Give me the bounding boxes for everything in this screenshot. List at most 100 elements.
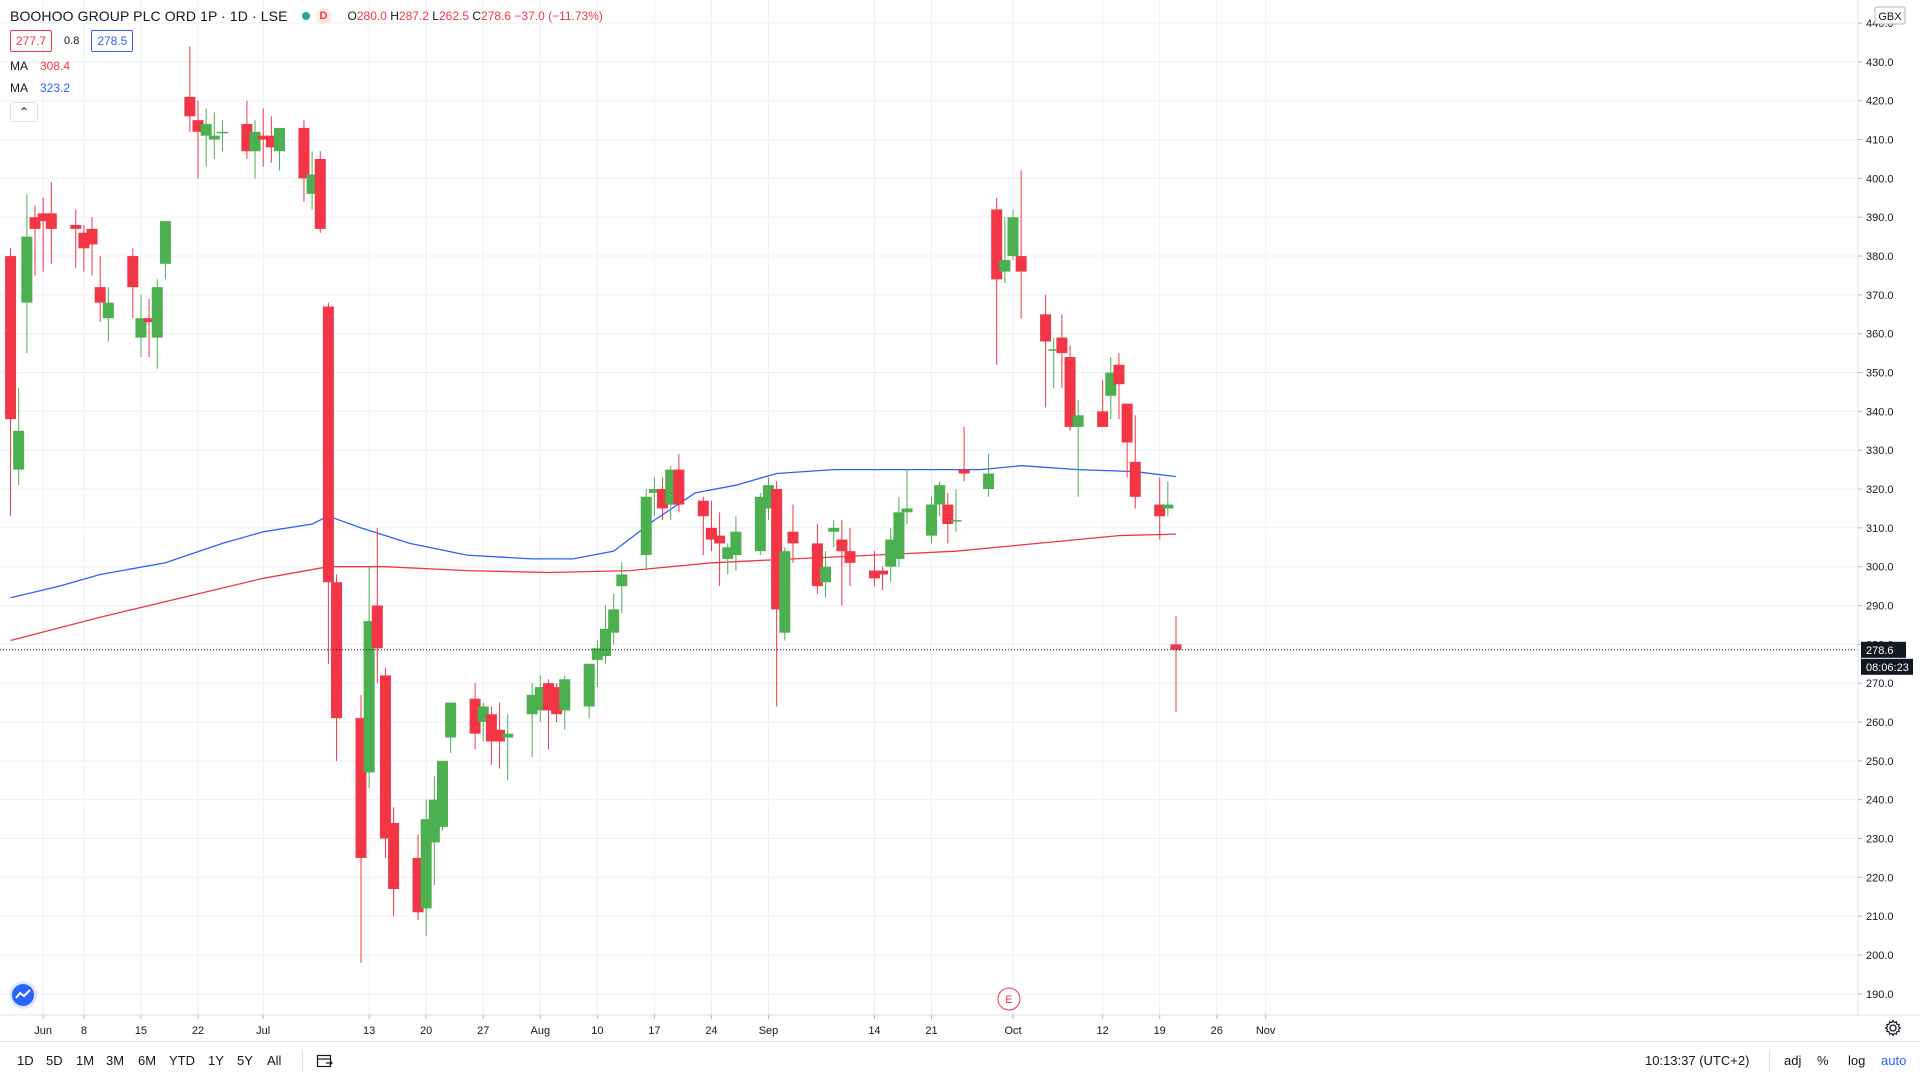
candle-body	[542, 683, 554, 711]
market-status-icon	[301, 12, 310, 20]
candle-body	[640, 496, 652, 556]
time-tick-label: 10	[591, 1025, 603, 1037]
candle-body	[322, 306, 334, 583]
candle-body	[714, 535, 726, 544]
price-tick-label: 410.0	[1866, 135, 1894, 147]
candle-body	[274, 127, 285, 152]
range-1d[interactable]: 1D	[17, 1053, 34, 1068]
adj-toggle[interactable]: adj	[1784, 1053, 1802, 1068]
candle	[771, 481, 783, 707]
candle	[265, 116, 277, 163]
time-tick-label: 19	[1154, 1025, 1166, 1037]
time-tick-label: 8	[81, 1025, 87, 1037]
range-5y[interactable]: 5Y	[237, 1053, 253, 1068]
price-tick-label: 220.0	[1866, 872, 1894, 884]
candle	[216, 120, 228, 152]
symbol-title[interactable]: BOOHOO GROUP PLC ORD 1P · 1D · LSE	[10, 8, 288, 24]
candle	[1072, 399, 1084, 497]
candle	[477, 702, 489, 742]
goto-date-icon[interactable]	[316, 1053, 334, 1074]
candle	[437, 760, 448, 831]
price-tick-label: 310.0	[1866, 523, 1894, 535]
candle	[828, 520, 840, 548]
price-tick-label: 370.0	[1866, 290, 1894, 302]
range-5d[interactable]: 5D	[46, 1053, 63, 1068]
time-tick-label: Nov	[1256, 1025, 1276, 1037]
candle	[714, 512, 726, 587]
bid-price[interactable]: 277.7	[10, 30, 53, 52]
candle-body	[494, 729, 506, 742]
price-tick-label: 300.0	[1866, 562, 1894, 574]
earnings-marker-icon[interactable]: E	[997, 987, 1021, 1011]
candle	[665, 465, 677, 521]
price-tick-label: 230.0	[1866, 834, 1894, 846]
candle-body	[1040, 314, 1052, 342]
candle	[534, 675, 546, 723]
auto-toggle[interactable]: auto	[1881, 1053, 1907, 1068]
currency-box	[1874, 6, 1906, 25]
candle-body	[437, 760, 448, 827]
last-price-tag: 278.6 08:06:23	[1861, 641, 1913, 675]
candle	[836, 520, 848, 606]
candle-body	[950, 520, 962, 522]
indicator-value: 323.2	[40, 81, 71, 95]
candle-body	[21, 236, 33, 303]
candle	[494, 702, 506, 769]
candle	[485, 706, 497, 765]
candle	[184, 46, 196, 132]
collapse-legend-button[interactable]: ⌃	[10, 102, 38, 122]
price-tick-label: 380.0	[1866, 251, 1894, 263]
indicator-ma-short[interactable]: MA 308.4	[10, 58, 603, 74]
range-6m[interactable]: 6M	[138, 1053, 157, 1068]
clock-display[interactable]: 10:13:37 (UTC+2)	[1645, 1053, 1750, 1068]
range-1y[interactable]: 1Y	[208, 1053, 224, 1068]
time-tick-label: 13	[363, 1025, 375, 1037]
candle	[78, 224, 90, 272]
candle-body	[192, 120, 204, 132]
candle	[192, 100, 204, 179]
delayed-badge[interactable]: D	[315, 8, 332, 24]
candle-body	[379, 675, 391, 839]
candle	[705, 500, 717, 552]
range-ytd[interactable]: YTD	[169, 1053, 195, 1068]
candle	[1162, 481, 1174, 517]
candles	[5, 46, 1182, 963]
candle	[241, 100, 253, 159]
tradingview-logo-icon[interactable]	[8, 980, 38, 1015]
candle	[893, 496, 905, 567]
candle-body	[70, 224, 82, 229]
candle-body	[1129, 461, 1141, 497]
candle-body	[102, 302, 114, 319]
ma-long-line	[10, 465, 1177, 599]
candle	[388, 807, 400, 917]
percent-toggle[interactable]: %	[1817, 1053, 1829, 1068]
price-chart[interactable]: 190.0 200.0 210.0 220.0 230.0 240.0 250.0 260.0…	[0, 0, 1920, 1041]
candle-body	[200, 124, 212, 136]
time-tick-label: 22	[192, 1025, 204, 1037]
range-3m[interactable]: 3M	[106, 1053, 125, 1068]
candle	[958, 426, 970, 482]
candle	[298, 120, 310, 202]
price-tick-label: 420.0	[1866, 96, 1894, 108]
range-all[interactable]: All	[267, 1053, 282, 1068]
range-1m[interactable]: 1M	[76, 1053, 95, 1068]
candle	[314, 151, 326, 233]
candle	[502, 714, 514, 781]
toolbar-divider	[1769, 1050, 1770, 1072]
candle	[763, 477, 774, 521]
candle-body	[184, 96, 196, 117]
candle	[445, 702, 457, 754]
indicator-ma-long[interactable]: MA 323.2	[10, 80, 603, 96]
candle-body	[477, 706, 489, 723]
ask-price[interactable]: 278.5	[91, 30, 134, 52]
log-toggle[interactable]: log	[1848, 1053, 1866, 1068]
price-tick-label: 190.0	[1866, 989, 1894, 1001]
candle-body	[958, 469, 970, 474]
candle-body	[534, 687, 546, 711]
candle-body	[1121, 403, 1133, 443]
candle	[657, 477, 669, 521]
candle	[1105, 357, 1117, 420]
candle	[1056, 314, 1068, 389]
candle	[257, 108, 269, 167]
settings-gear-icon[interactable]	[1884, 1019, 1902, 1042]
